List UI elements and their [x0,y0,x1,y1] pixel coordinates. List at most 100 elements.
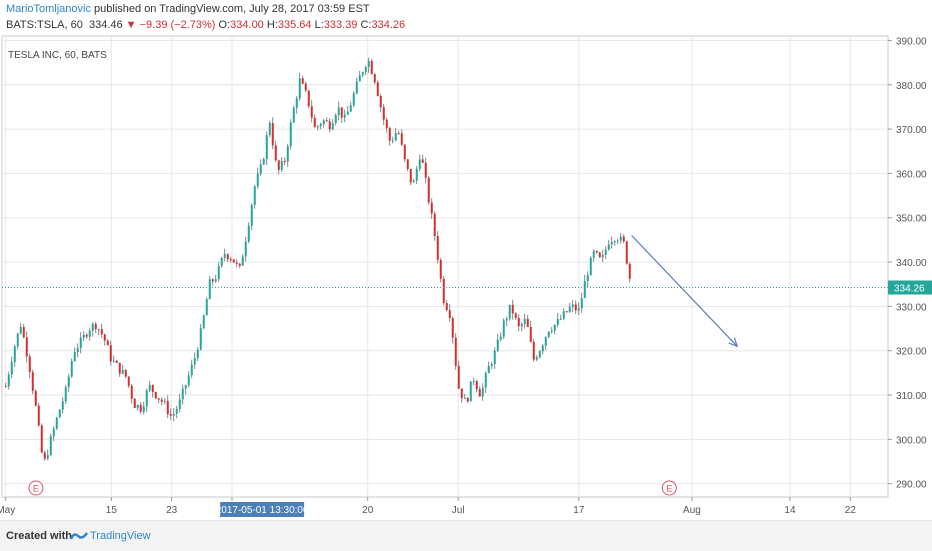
candle [595,250,598,253]
footer-bar: Created with TradingView [0,520,932,551]
candle [67,376,70,388]
candle [277,160,280,170]
candle [400,133,403,145]
open-value: 334.00 [230,19,264,31]
candle [133,398,136,408]
candle [25,337,28,357]
candle [478,389,481,397]
candle [16,333,19,347]
candle [598,252,601,258]
candle [244,241,247,257]
candle [442,278,445,304]
earnings-marker[interactable] [661,480,677,496]
candle [19,326,22,334]
candle [415,168,418,181]
candle [418,159,421,169]
candle [463,398,466,400]
candle [517,317,520,327]
candle [184,385,187,389]
candle [151,384,154,392]
candle [445,303,448,311]
candle [100,329,103,335]
candle [352,93,355,106]
x-tick-label: 17 [573,505,585,516]
candle [544,336,547,346]
candle [148,384,151,391]
candle [10,362,13,375]
candle [70,361,73,377]
candle [223,254,226,258]
low-label: L: [314,19,324,31]
candle [568,306,571,312]
candle [298,78,301,99]
candle [349,105,352,112]
candle [427,177,430,203]
candle [601,254,604,258]
tradingview-logo-icon [70,532,88,540]
candle [619,236,622,241]
plot-area [1,35,889,498]
candle [493,350,496,365]
candle [436,236,439,260]
candle [169,414,172,416]
candle [361,72,364,76]
cursor-date-label: 2017-05-01 13:30:00 [216,505,309,516]
candle [229,259,232,261]
trend-arrow[interactable] [631,235,738,347]
candle [205,299,208,316]
candle [451,318,454,338]
y-tick-label: 330.00 [896,302,927,313]
candle [367,60,370,68]
candle [31,372,34,391]
candle [553,324,556,331]
candle [256,173,259,187]
candle [58,409,61,418]
candle [13,346,16,363]
candle [487,365,490,374]
candle [163,401,166,403]
publish-header: MarioTomljanovic published on TradingVie… [6,3,370,15]
candle [604,249,607,255]
candle [580,298,583,309]
candle [91,323,94,331]
y-tick-label: 320.00 [896,347,927,358]
candle [37,405,40,426]
cursor-date-badge [220,502,305,517]
candle [343,114,346,118]
candle [127,376,130,386]
candle [382,107,385,120]
earnings-marker[interactable] [28,480,44,496]
current-price-label: 334.26 [894,284,925,295]
candle [145,390,148,407]
candle [40,425,43,453]
candle [112,360,115,362]
candle [259,164,262,174]
candle [316,126,319,128]
candle [304,83,307,91]
candle [88,330,91,337]
candle [82,334,85,338]
candle [43,452,46,459]
x-tick-label: 14 [784,505,796,516]
candle [328,121,331,130]
author-link[interactable]: MarioTomljanovic [6,3,91,15]
candle [28,356,31,373]
candle [118,362,121,374]
candle [523,318,526,325]
candle [307,90,310,107]
candle [217,265,220,280]
tradingview-brand-link[interactable]: TradingView [90,530,151,542]
candle [340,107,343,118]
candle [130,385,133,399]
down-triangle-icon: ▼ [125,19,137,31]
candle [136,404,139,408]
price-chart[interactable]: 290.00 300.00 310.00 320.00 330.00 340.00 350.… [0,0,932,520]
close-label: C: [360,19,372,31]
candle [508,304,511,319]
y-tick-label: 390.00 [896,36,927,47]
candle [550,330,553,332]
candle [319,124,322,127]
candle [271,123,274,146]
y-tick-label: 290.00 [896,480,927,491]
candle [610,241,613,245]
